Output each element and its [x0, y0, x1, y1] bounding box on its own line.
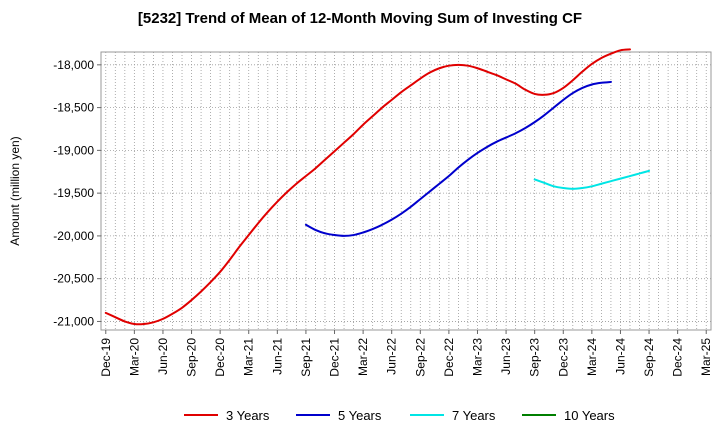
legend-label: 5 Years	[338, 408, 382, 423]
series-line-3-years	[104, 48, 631, 326]
series-line-7-years	[533, 169, 651, 190]
legend-item-10-years: 10 Years	[522, 408, 615, 423]
legend-item-3-years: 3 Years	[184, 408, 270, 423]
y-tick-label: -20,000	[53, 229, 94, 243]
x-tick-label: Mar-24	[585, 338, 599, 376]
y-tick-label: -19,500	[53, 186, 94, 200]
x-tick-label: Mar-22	[356, 338, 370, 376]
y-tick-label: -20,500	[53, 272, 94, 286]
legend-label: 3 Years	[226, 408, 270, 423]
y-tick-label: -21,000	[53, 314, 94, 328]
x-tick-label: Jun-22	[385, 338, 399, 375]
y-axis-label: Amount (million yen)	[8, 136, 22, 245]
x-tick-label: Jun-20	[156, 338, 170, 375]
y-axis-ticks: -18,000 -18,500 -19,000 -19,500 -20,000 -20,5…	[53, 58, 101, 328]
x-tick-label: Jun-24	[613, 338, 627, 375]
plot-area-border	[100, 51, 712, 331]
x-tick-label: Dec-22	[442, 338, 456, 377]
x-tick-label: Sep-22	[413, 338, 427, 377]
x-tick-label: Dec-23	[556, 338, 570, 377]
series-lines	[104, 48, 651, 326]
legend: 3 Years 5 Years 7 Years 10 Years	[184, 408, 615, 423]
series-line-5-years	[304, 80, 612, 237]
grid-lines	[101, 52, 711, 330]
legend-item-7-years: 7 Years	[410, 408, 496, 423]
x-tick-label: Dec-24	[671, 338, 685, 377]
x-tick-label: Dec-19	[99, 338, 113, 377]
x-tick-label: Dec-20	[213, 338, 227, 377]
y-tick-label: -18,000	[53, 58, 94, 72]
y-tick-label: -19,000	[53, 143, 94, 157]
x-tick-label: Jun-21	[270, 338, 284, 375]
y-tick-label: -18,500	[53, 101, 94, 115]
x-tick-label: Mar-21	[242, 338, 256, 376]
legend-item-5-years: 5 Years	[296, 408, 382, 423]
x-tick-label: Mar-20	[127, 338, 141, 376]
x-tick-label: Sep-24	[642, 338, 656, 377]
x-tick-label: Sep-20	[185, 338, 199, 377]
legend-label: 10 Years	[564, 408, 615, 423]
x-tick-label: Sep-21	[299, 338, 313, 377]
x-tick-label: Dec-21	[328, 338, 342, 377]
x-tick-label: Jun-23	[499, 338, 513, 375]
x-axis-ticks: Dec-19 Mar-20 Jun-20 Sep-20 Dec-20 Mar-21 Jun-…	[99, 330, 713, 377]
x-tick-label: Sep-23	[528, 338, 542, 377]
x-tick-label: Mar-23	[470, 338, 484, 376]
x-tick-label: Mar-25	[699, 338, 713, 376]
chart-title: [5232] Trend of Mean of 12-Month Moving …	[137, 10, 583, 27]
legend-label: 7 Years	[452, 408, 496, 423]
